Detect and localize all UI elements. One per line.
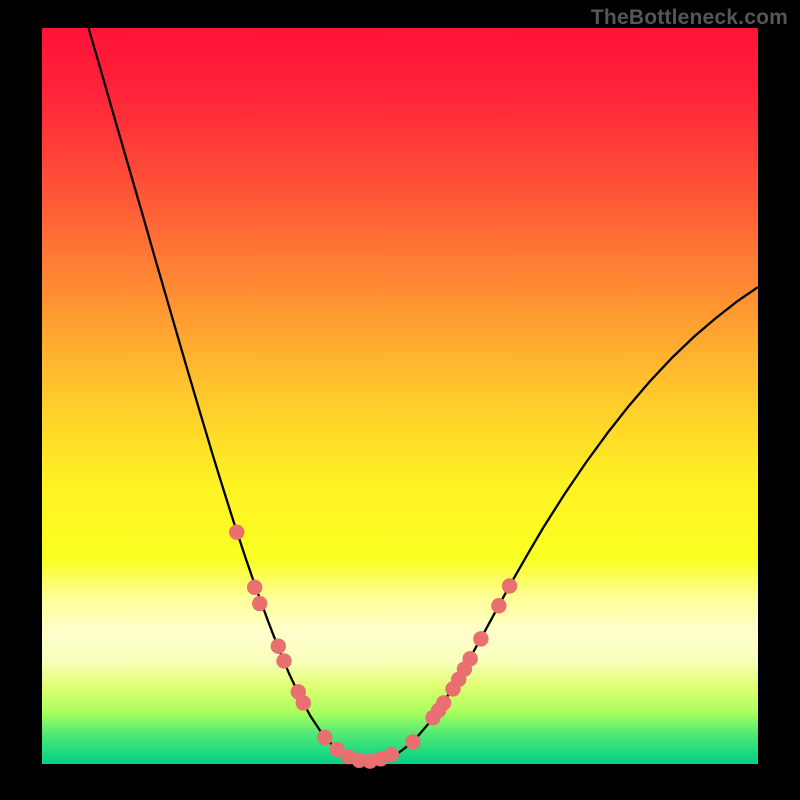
curve-marker xyxy=(318,730,332,744)
curve-marker xyxy=(271,639,285,653)
curve-marker xyxy=(492,599,506,613)
curve-marker xyxy=(296,696,310,710)
curve-marker xyxy=(406,735,420,749)
curve-marker xyxy=(474,632,488,646)
curve-marker xyxy=(502,579,516,593)
bottleneck-chart xyxy=(0,0,800,800)
curve-marker xyxy=(384,747,398,761)
curve-marker xyxy=(230,525,244,539)
curve-marker xyxy=(252,596,266,610)
curve-marker xyxy=(277,654,291,668)
curve-marker xyxy=(463,652,477,666)
curve-marker xyxy=(436,696,450,710)
chart-container: TheBottleneck.com xyxy=(0,0,800,800)
plot-background xyxy=(42,28,758,764)
curve-marker xyxy=(247,580,261,594)
watermark-text: TheBottleneck.com xyxy=(591,6,788,30)
